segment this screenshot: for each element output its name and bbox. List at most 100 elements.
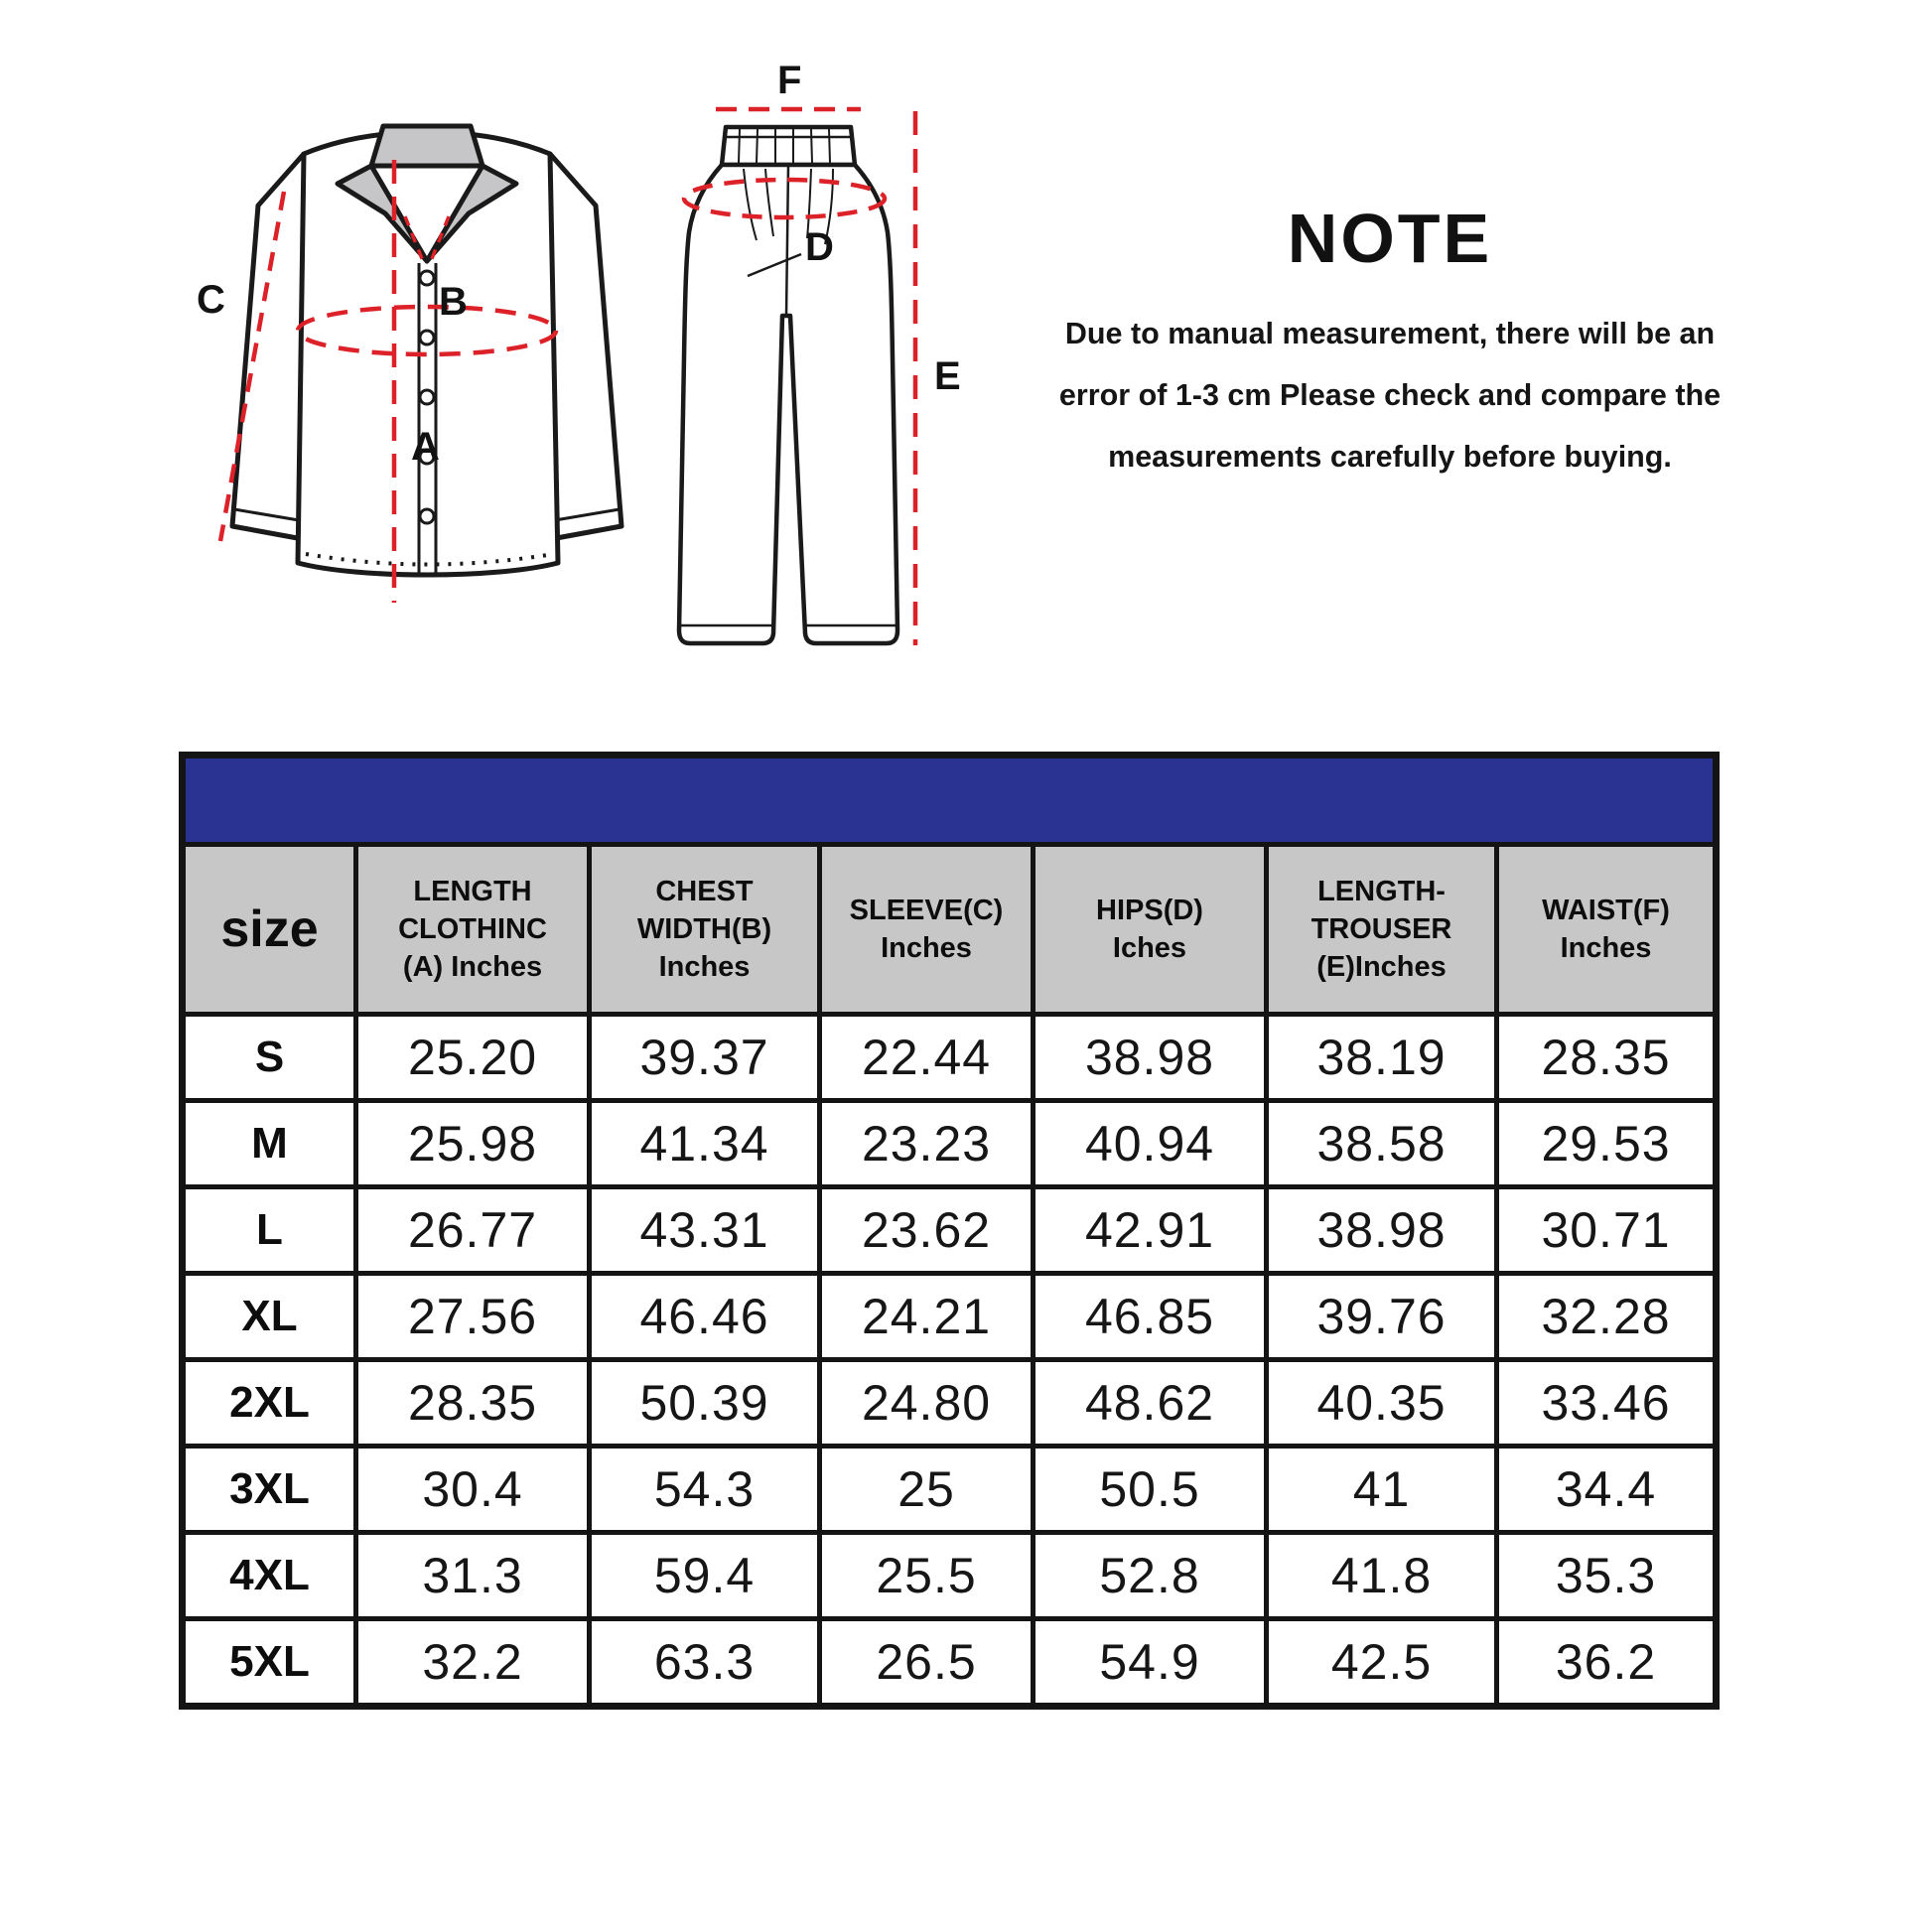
column-header: LENGTH- TROUSER (E)Inches bbox=[1264, 842, 1499, 1017]
measurement-cell: 22.44 bbox=[817, 1012, 1035, 1103]
right-cuff-line bbox=[548, 507, 621, 523]
button bbox=[418, 329, 436, 346]
column-header: size bbox=[180, 842, 358, 1017]
measure-ellipse-hips-D bbox=[681, 177, 888, 220]
gather-line bbox=[824, 168, 834, 245]
size-label-cell: 4XL bbox=[180, 1530, 358, 1621]
trouser-body bbox=[676, 162, 900, 646]
measurement-cell: 52.8 bbox=[1031, 1530, 1269, 1621]
measurement-cell: 26.77 bbox=[353, 1184, 592, 1276]
label-D-pointer bbox=[747, 252, 802, 278]
button bbox=[418, 269, 436, 287]
measurement-cell: 50.5 bbox=[1031, 1444, 1269, 1535]
measurement-cell: 32.28 bbox=[1494, 1271, 1719, 1362]
measurement-cell: 39.76 bbox=[1264, 1271, 1499, 1362]
column-header: WAIST(F) Inches bbox=[1494, 842, 1719, 1017]
table-row: XL 27.56 46.46 24.21 46.85 39.76 32.28 bbox=[180, 1271, 1719, 1362]
lapel-red-dash bbox=[403, 215, 425, 262]
column-header: LENGTH CLOTHINC (A) Inches bbox=[353, 842, 592, 1017]
measurement-cell: 23.62 bbox=[817, 1184, 1035, 1276]
size-label-cell: 2XL bbox=[180, 1357, 358, 1449]
measurement-cell: 38.58 bbox=[1264, 1098, 1499, 1189]
table-row: 4XL 31.3 59.4 25.5 52.8 41.8 35.3 bbox=[180, 1530, 1719, 1621]
button bbox=[418, 507, 436, 525]
left-cuff-line bbox=[233, 507, 306, 523]
measurement-cell: 40.94 bbox=[1031, 1098, 1269, 1189]
measurement-cell: 41.34 bbox=[587, 1098, 822, 1189]
measurement-cell: 33.46 bbox=[1494, 1357, 1719, 1449]
measurement-cell: 23.23 bbox=[817, 1098, 1035, 1189]
measurement-cell: 34.4 bbox=[1494, 1444, 1719, 1535]
shirt-label-C: C bbox=[197, 278, 225, 322]
measurement-cell: 41.8 bbox=[1264, 1530, 1499, 1621]
measurement-cell: 43.31 bbox=[587, 1184, 822, 1276]
measurement-cell: 38.98 bbox=[1031, 1012, 1269, 1103]
size-chart-wrap: size LENGTH CLOTHINC (A) Inches CHEST WIDT… bbox=[179, 752, 1720, 1710]
trouser-label-F: F bbox=[777, 59, 801, 102]
note-title: NOTE bbox=[1287, 200, 1493, 277]
measurement-cell: 46.85 bbox=[1031, 1271, 1269, 1362]
measurement-cell: 26.5 bbox=[817, 1616, 1035, 1709]
button bbox=[418, 448, 436, 466]
table-row: 3XL 30.4 54.3 25 50.5 41 34.4 bbox=[180, 1444, 1719, 1535]
note-text: Due to manual measurement, there will be… bbox=[1058, 317, 1722, 474]
note-block: NOTE Due to manual measurement, there wi… bbox=[1003, 204, 1777, 487]
table-row: 2XL 28.35 50.39 24.80 48.62 40.35 33.46 bbox=[180, 1357, 1719, 1449]
table-row: S 25.20 39.37 22.44 38.98 38.19 28.35 bbox=[180, 1012, 1719, 1103]
measurement-cell: 48.62 bbox=[1031, 1357, 1269, 1449]
table-banner-bar bbox=[180, 753, 1719, 847]
size-label-cell: 3XL bbox=[180, 1444, 358, 1535]
measurement-cell: 63.3 bbox=[587, 1616, 822, 1709]
gather-line bbox=[764, 168, 774, 237]
measurement-cell: 35.3 bbox=[1494, 1530, 1719, 1621]
trouser-label-E: E bbox=[934, 354, 961, 398]
measurement-cell: 25.98 bbox=[353, 1098, 592, 1189]
measurement-cell: 25.5 bbox=[817, 1530, 1035, 1621]
measure-ellipse-chest-B bbox=[295, 304, 559, 357]
button bbox=[418, 388, 436, 406]
shirt-body bbox=[295, 129, 561, 578]
lapel-red-dash bbox=[429, 215, 451, 262]
measurement-cell: 46.46 bbox=[587, 1271, 822, 1362]
measurement-cell: 38.98 bbox=[1264, 1184, 1499, 1276]
size-label-cell: XL bbox=[180, 1271, 358, 1362]
elastic-line bbox=[828, 128, 831, 164]
pajama-trousers-diagram: F D E bbox=[676, 59, 961, 646]
column-header: SLEEVE(C) Inches bbox=[817, 842, 1035, 1017]
measurement-cell: 36.2 bbox=[1494, 1616, 1719, 1709]
gather-line bbox=[743, 168, 758, 241]
size-label-cell: M bbox=[180, 1098, 358, 1189]
table-row: L 26.77 43.31 23.62 42.91 38.98 30.71 bbox=[180, 1184, 1719, 1276]
front-seam bbox=[784, 164, 790, 317]
measurement-cell: 50.39 bbox=[587, 1357, 822, 1449]
measurement-cell: 32.2 bbox=[353, 1616, 592, 1709]
table-row: 5XL 32.2 63.3 26.5 54.9 42.5 36.2 bbox=[180, 1616, 1719, 1709]
measurement-cell: 29.53 bbox=[1494, 1098, 1719, 1189]
shirt-label-A: A bbox=[411, 425, 440, 469]
size-chart-table: size LENGTH CLOTHINC (A) Inches CHEST WIDT… bbox=[179, 752, 1720, 1710]
measurement-cell: 28.35 bbox=[1494, 1012, 1719, 1103]
measurement-cell: 31.3 bbox=[353, 1530, 592, 1621]
measurement-cell: 42.5 bbox=[1264, 1616, 1499, 1709]
size-label-cell: S bbox=[180, 1012, 358, 1103]
gather-line bbox=[806, 168, 812, 239]
elastic-line bbox=[756, 128, 759, 164]
collar-left-lapel bbox=[335, 163, 430, 264]
header-row: size LENGTH CLOTHINC (A) Inches CHEST WIDT… bbox=[180, 842, 1719, 1017]
measurement-cell: 24.21 bbox=[817, 1271, 1035, 1362]
trouser-waistband bbox=[719, 124, 858, 168]
measurement-cell: 38.19 bbox=[1264, 1012, 1499, 1103]
size-label-cell: L bbox=[180, 1184, 358, 1276]
measurement-cell: 27.56 bbox=[353, 1271, 592, 1362]
measurement-cell: 25 bbox=[817, 1444, 1035, 1535]
measurement-cell: 28.35 bbox=[353, 1357, 592, 1449]
measurement-cell: 54.3 bbox=[587, 1444, 822, 1535]
trouser-label-D: D bbox=[805, 225, 834, 269]
size-label-cell: 5XL bbox=[180, 1616, 358, 1709]
measurement-cell: 30.4 bbox=[353, 1444, 592, 1535]
column-header: CHEST WIDTH(B) Inches bbox=[587, 842, 822, 1017]
column-header: HIPS(D) Iches bbox=[1031, 842, 1269, 1017]
measurement-cell: 59.4 bbox=[587, 1530, 822, 1621]
collar-back-band bbox=[368, 123, 485, 169]
